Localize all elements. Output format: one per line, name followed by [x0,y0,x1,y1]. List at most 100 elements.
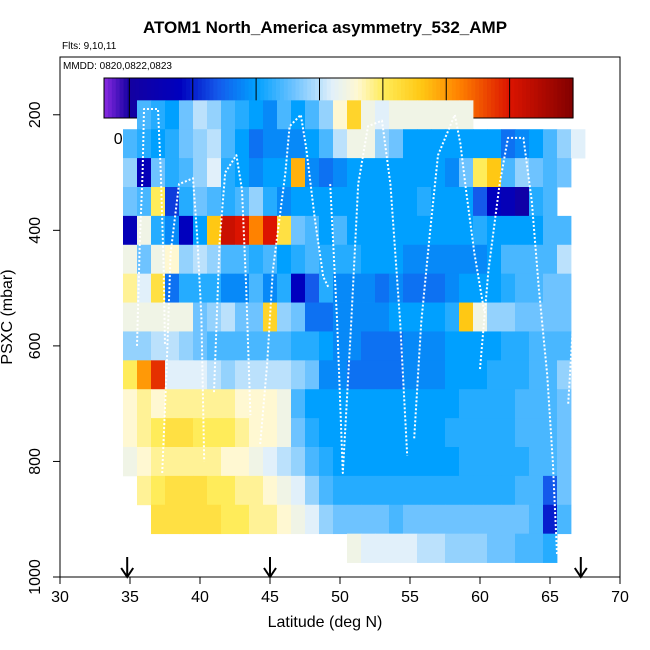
colorbar-segment [334,78,340,118]
heatmap-cell [389,360,404,390]
heatmap-cell [375,158,390,188]
heatmap-cell [487,533,502,563]
heatmap-cell [249,129,264,159]
colorbar-segment [283,78,289,118]
colorbar-segment [397,78,402,118]
colorbar-segment [318,78,324,118]
heatmap-cell [137,273,152,303]
heatmap-cell [151,158,166,188]
heatmap-cell [473,215,488,246]
heatmap-cell [487,158,502,188]
flight-track-line [479,136,558,554]
heatmap-cell [333,389,348,419]
heatmap-cell [277,129,292,159]
colorbar-segment [248,78,254,118]
colorbar-segment [569,78,574,118]
heatmap-cell [235,100,250,130]
heatmap-cell [445,360,460,390]
heatmap-cell [557,302,572,332]
heatmap-cell [249,475,264,506]
colorbar-segment [150,78,156,118]
heatmap-cell [151,418,166,448]
heatmap-cell [417,331,432,361]
colorbar-segment [408,78,414,118]
heatmap-cell [263,389,278,419]
heatmap-cell [361,302,376,332]
heatmap-cell [193,418,208,448]
heatmap-cell [515,187,530,217]
heatmap-cell [207,447,222,477]
heatmap-cell [291,129,306,159]
heatmap-cell [473,447,488,477]
heatmap-cell [375,273,390,303]
heatmap-cell [235,389,250,419]
heatmap-cell [291,447,306,477]
heatmap-cell [501,389,516,419]
heatmap-cell [501,158,516,188]
heatmap-cell [319,187,334,217]
x-tick-label: 55 [401,589,419,606]
heatmap-cell [151,331,166,361]
heatmap-cell [319,129,334,159]
heatmap-cell [473,418,488,448]
heatmap-cell [263,129,278,159]
heatmap-cell [473,158,488,188]
heatmap-cell [389,129,404,159]
heatmap-cell [123,447,138,477]
heatmap-cell [151,504,166,535]
heatmap-cell [389,504,404,535]
heatmap-cell [291,331,306,361]
heatmap-cell [305,389,320,419]
heatmap-cell [543,158,558,188]
flight-track-line [161,177,206,474]
heatmap-cell [459,475,474,506]
heatmap-cell [249,447,264,477]
colorbar-segment [549,78,555,118]
chart-title: ATOM1 North_America asymmetry_532_AMP [142,18,508,37]
heatmap-cell [543,533,558,563]
heatmap-cell [501,244,516,275]
heatmap-cell [361,418,376,448]
heatmap-cell [487,475,502,506]
heatmap-cell [431,475,446,506]
heatmap-cell [445,129,460,159]
heatmap-cell [389,331,404,361]
heatmap-cell [487,447,502,477]
heatmap-cell [165,389,180,419]
heatmap-cell [375,215,390,246]
heatmap-cell [487,129,502,159]
heatmap-cell [277,331,292,361]
heatmap-cell [291,187,306,217]
heatmap-cell [487,302,502,332]
flight-track-line [136,108,166,346]
heatmap-cell [193,187,208,217]
colorbar-segment [416,78,422,118]
colorbar-segment [487,78,492,118]
heatmap-cell [305,273,320,303]
heatmap-cell [529,273,544,303]
heatmap-cell [347,215,362,246]
heatmap-cell [347,447,362,477]
heatmap-cell [501,129,516,159]
heatmap-cell [473,389,488,419]
heatmap-cell [417,360,432,390]
colorbar-segment [252,78,258,118]
heatmap-cell [151,187,166,217]
heatmap-cell [207,302,222,332]
heatmap-cell [291,244,306,275]
heatmap-cell [459,129,474,159]
heatmap-cell [277,418,292,448]
heatmap-cell [347,244,362,275]
colorbar-segment [369,78,375,118]
x-tick-label: 35 [121,589,139,606]
heatmap-cell [249,302,264,332]
colorbar-segment [244,78,250,118]
heatmap-cell [235,504,250,535]
colorbar-segment [315,78,320,118]
arrow-marker-head [263,567,277,579]
colorbar-segment [490,78,496,118]
heatmap-cell [319,504,334,535]
heatmap-cell [501,533,516,563]
heatmap-cell [417,215,432,246]
heatmap-cell [305,187,320,217]
